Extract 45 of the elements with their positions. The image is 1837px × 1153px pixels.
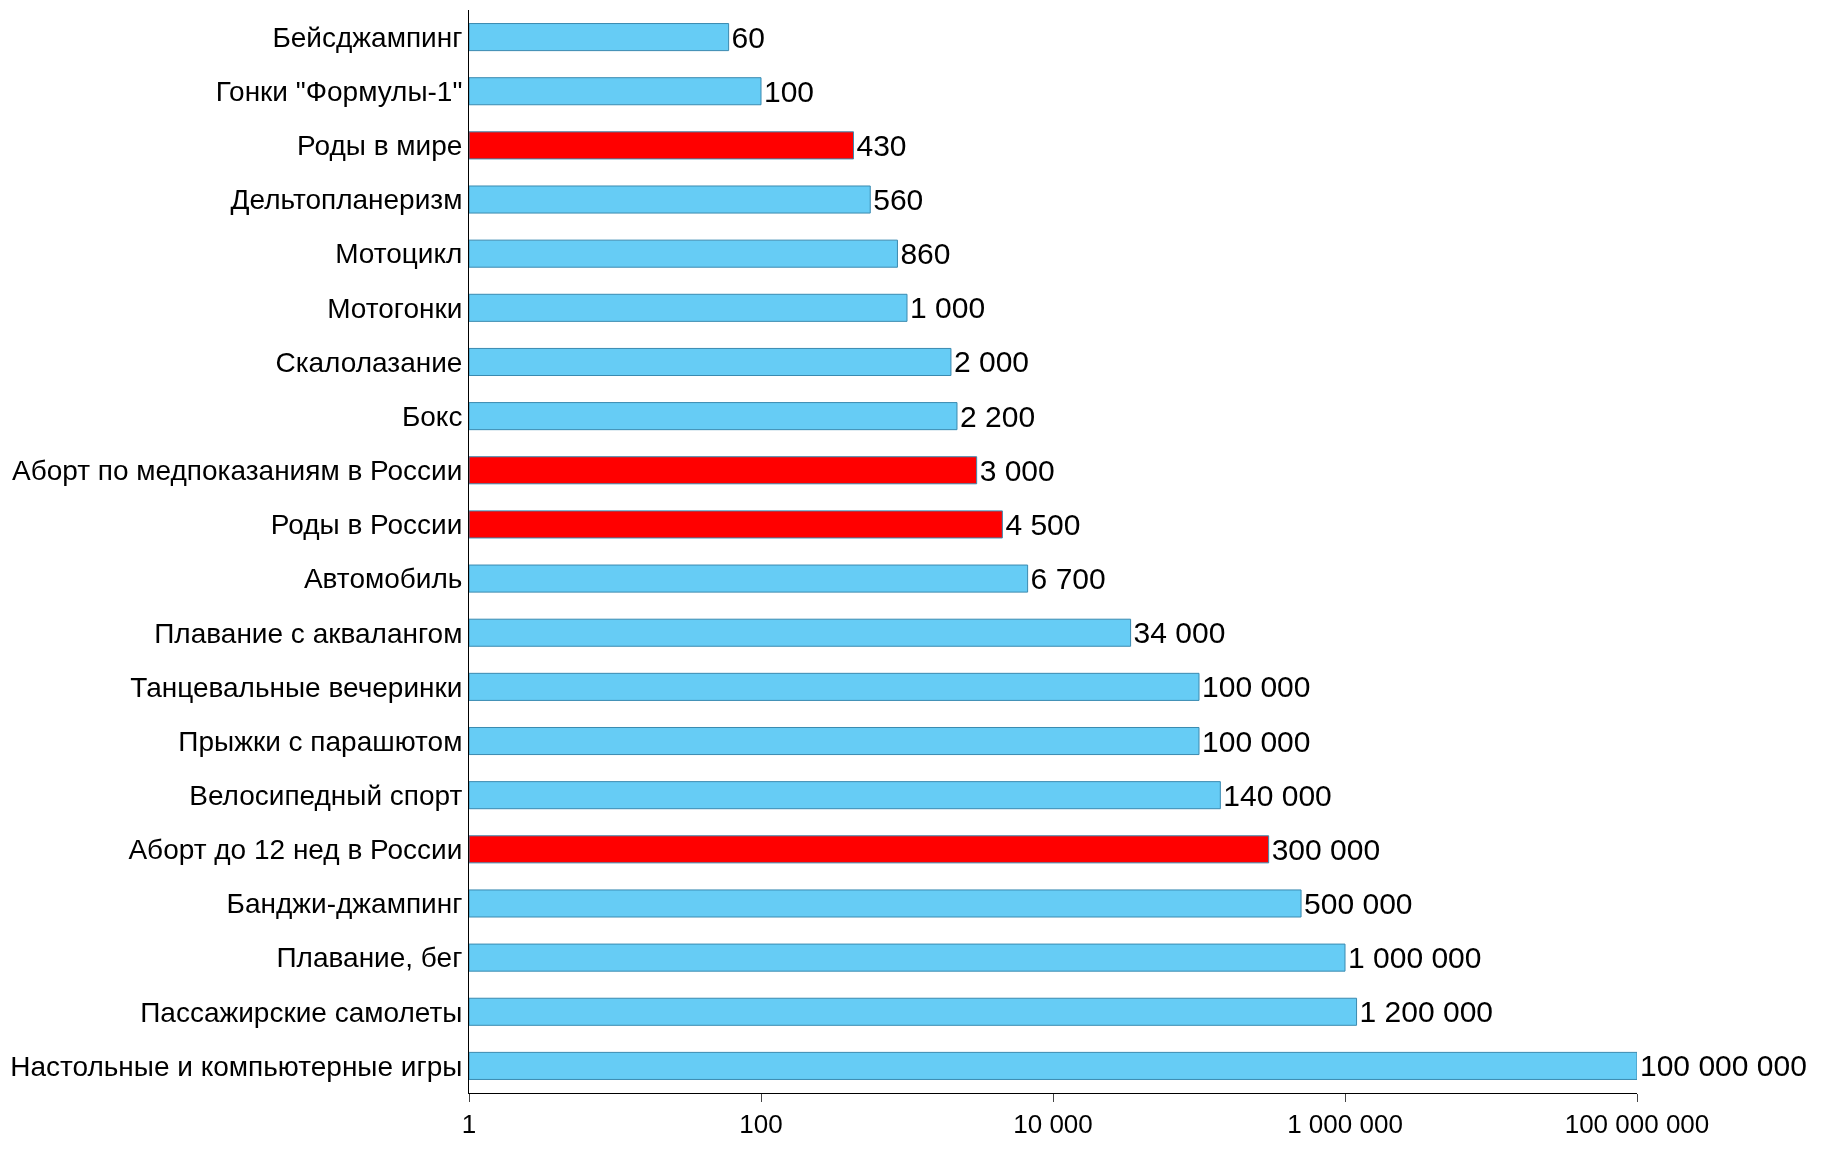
data-label: 1 000 [910, 291, 986, 325]
y-tick-label: Роды в России [270, 509, 463, 541]
y-tick-label: Дельтопланеризм [230, 184, 463, 216]
data-label: 140 000 [1223, 778, 1332, 812]
data-label: 3 000 [979, 453, 1055, 487]
y-tick-label: Бокс [401, 400, 463, 432]
x-tick-label: 1 [461, 1109, 477, 1140]
y-tick-label: Гонки "Формулы-1" [215, 76, 463, 108]
data-label: 1 000 000 [1348, 941, 1482, 975]
data-label: 560 [873, 183, 924, 217]
y-tick-label: Плавание с аквалангом [154, 617, 463, 649]
data-label: 100 000 000 [1640, 1049, 1807, 1083]
data-label: 430 [856, 128, 907, 162]
data-label: 100 000 [1202, 724, 1311, 758]
x-tick-label: 10 000 [1013, 1109, 1093, 1140]
data-label: 100 [764, 74, 815, 108]
y-tick-label: Танцевальные вечеринки [130, 671, 463, 703]
y-tick-label: Роды в мире [297, 130, 463, 162]
data-label: 500 000 [1304, 886, 1413, 920]
y-tick-label: Автомобиль [303, 563, 463, 595]
x-tick-label: 1 000 000 [1287, 1109, 1403, 1140]
y-tick-label: Мотогонки [327, 292, 463, 324]
data-label: 860 [900, 237, 951, 271]
data-label: 1 200 000 [1359, 995, 1494, 1029]
y-tick-label: Скалолазание [275, 346, 463, 378]
y-tick-label: Мотоцикл [335, 238, 463, 270]
y-tick-label: Банджи-джампинг [226, 888, 463, 920]
x-tick-label: 100 000 000 [1564, 1109, 1710, 1140]
data-label: 2 000 [953, 345, 1030, 379]
data-label: 6 700 [1030, 562, 1106, 596]
y-tick-label: Велосипедный спорт [189, 779, 463, 811]
y-tick-label: Бейсджампинг [272, 21, 463, 53]
y-tick-label: Настольные и компьютерные игры [10, 1050, 463, 1082]
y-tick-label: Пассажирские самолеты [140, 996, 463, 1028]
data-label: 60 [731, 20, 765, 54]
data-label: 100 000 [1202, 670, 1311, 704]
data-label: 4 500 [1005, 507, 1081, 541]
data-label: 2 200 [959, 399, 1036, 433]
y-tick-label: Прыжки с парашютом [178, 725, 463, 757]
data-label: 34 000 [1133, 616, 1226, 650]
y-tick-label: Плавание, бег [276, 942, 463, 974]
x-tick-label: 100 [739, 1109, 783, 1140]
data-label: 300 000 [1271, 832, 1381, 866]
y-tick-label: Аборт до 12 нед в России [128, 834, 463, 866]
y-tick-label: Аборт по медпоказаниям в России [11, 455, 463, 487]
